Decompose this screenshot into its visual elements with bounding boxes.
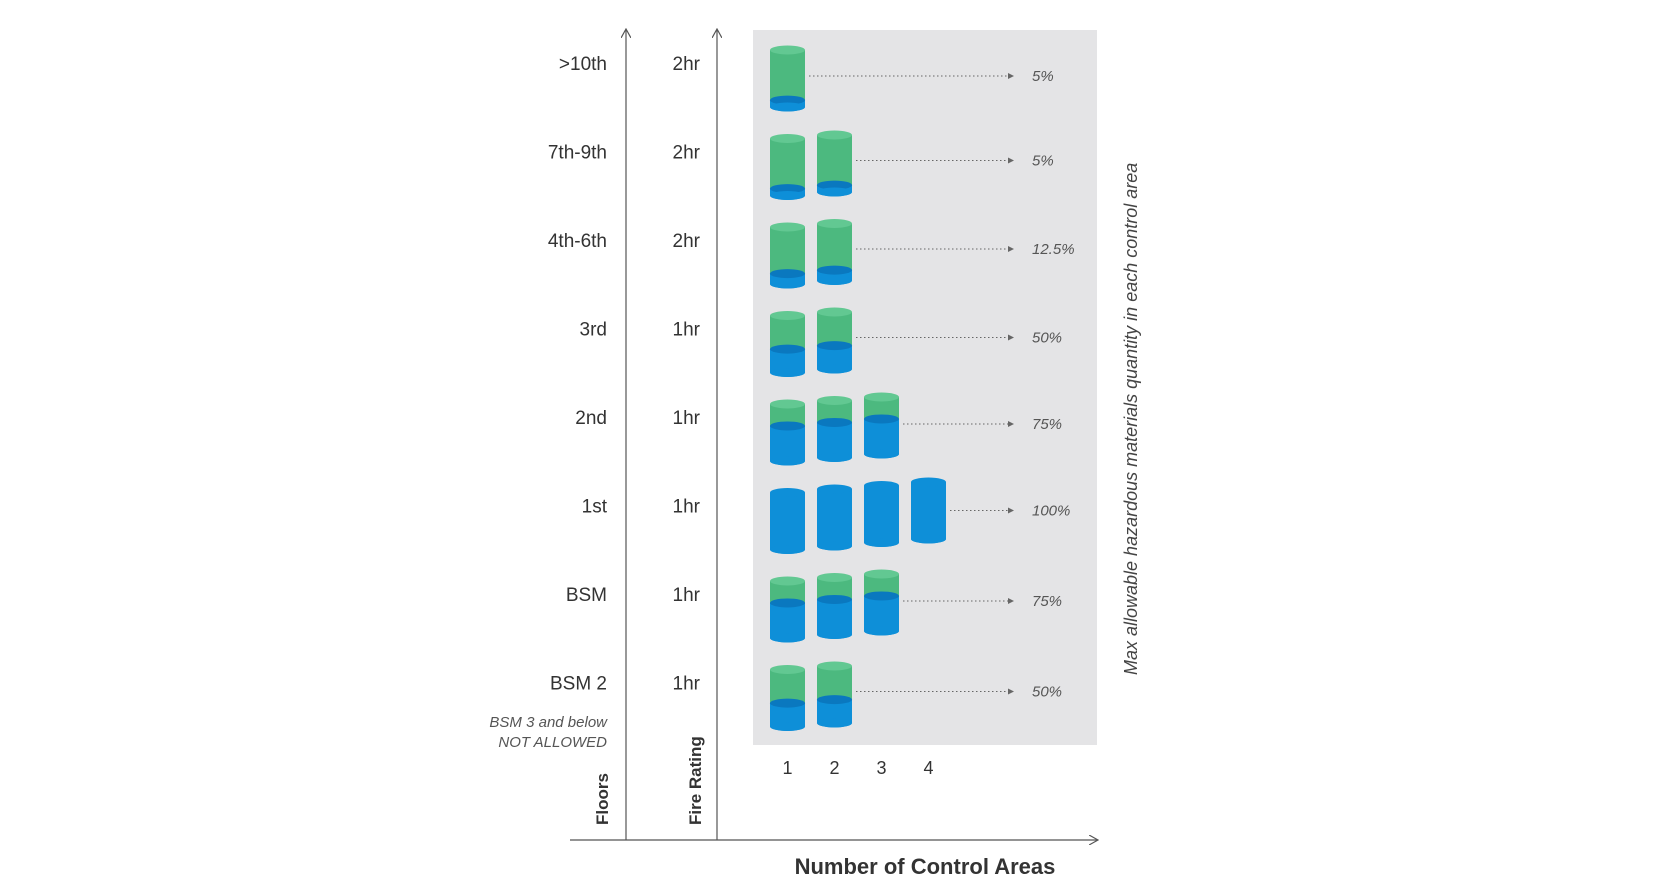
percent-label: 75% — [1032, 416, 1062, 433]
storage-cylinder — [770, 576, 805, 643]
storage-cylinder — [770, 488, 805, 554]
percent-label: 50% — [1032, 330, 1062, 347]
floor-label: 3rd — [580, 320, 607, 341]
floor-row: 3rd 1hr 50% — [580, 307, 1062, 377]
storage-cylinder — [817, 219, 852, 285]
percent-label: 50% — [1032, 684, 1062, 701]
percent-label: 100% — [1032, 503, 1070, 520]
storage-cylinder — [817, 307, 852, 374]
storage-cylinder — [770, 665, 805, 731]
rows-layer: >10th 2hr 5% 7th-9th 2hr 5% 4th-6th 2hr 12.5% 3rd… — [548, 45, 1075, 731]
floor-label: >10th — [559, 54, 607, 75]
storage-cylinder — [770, 311, 805, 377]
storage-cylinder — [817, 130, 852, 197]
chart-panel — [753, 30, 1097, 745]
column-number-label: 1 — [782, 758, 792, 778]
floor-row: 2nd 1hr 75% — [575, 392, 1062, 466]
storage-cylinder — [864, 569, 899, 636]
fire-axis-title: Fire Rating — [686, 736, 705, 825]
floor-label: 7th-9th — [548, 143, 607, 164]
fire-rating-label: 1hr — [673, 497, 701, 518]
storage-cylinder — [864, 481, 899, 547]
fire-rating-label: 2hr — [673, 143, 701, 164]
percent-label: 12.5% — [1032, 241, 1075, 258]
storage-cylinder — [864, 392, 899, 459]
floor-label: 4th-6th — [548, 231, 607, 252]
note-line-2: NOT ALLOWED — [498, 734, 607, 751]
floor-row: 7th-9th 2hr 5% — [548, 130, 1054, 201]
column-number-label: 2 — [829, 758, 839, 778]
floor-row: BSM 2 1hr 50% — [550, 661, 1062, 731]
percent-label: 75% — [1032, 593, 1062, 610]
storage-cylinder — [911, 477, 946, 544]
fire-rating-label: 1hr — [673, 320, 701, 341]
fire-rating-label: 1hr — [673, 408, 701, 429]
floor-label: 1st — [582, 497, 608, 518]
floor-label: BSM 2 — [550, 674, 607, 695]
storage-cylinder — [770, 134, 805, 201]
floors-axis-title: Floors — [593, 773, 612, 825]
side-title: Max allowable hazardous materials quanti… — [1121, 163, 1141, 675]
column-number-label: 3 — [876, 758, 886, 778]
floor-row: 1st 1hr 100% — [582, 477, 1070, 554]
floor-row: BSM 1hr 75% — [566, 569, 1062, 643]
column-labels: 1 2 3 4 — [782, 758, 933, 778]
fire-rating-label: 1hr — [673, 674, 701, 695]
x-axis-title: Number of Control Areas — [795, 854, 1056, 879]
storage-cylinder — [770, 45, 805, 112]
storage-cylinder — [770, 399, 805, 466]
storage-cylinder — [817, 484, 852, 551]
fire-rating-label: 1hr — [673, 585, 701, 606]
note-line-1: BSM 3 and below — [489, 714, 608, 731]
storage-cylinder — [817, 396, 852, 462]
column-number-label: 4 — [923, 758, 933, 778]
percent-label: 5% — [1032, 68, 1054, 85]
storage-cylinder — [770, 222, 805, 289]
floor-row: 4th-6th 2hr 12.5% — [548, 219, 1075, 289]
fire-rating-label: 2hr — [673, 54, 701, 75]
floor-label: 2nd — [575, 408, 607, 429]
floor-row: >10th 2hr 5% — [559, 45, 1054, 112]
storage-cylinder — [817, 661, 852, 728]
floor-label: BSM — [566, 585, 607, 606]
percent-label: 5% — [1032, 153, 1054, 170]
storage-cylinder — [817, 573, 852, 639]
fire-rating-label: 2hr — [673, 231, 701, 252]
